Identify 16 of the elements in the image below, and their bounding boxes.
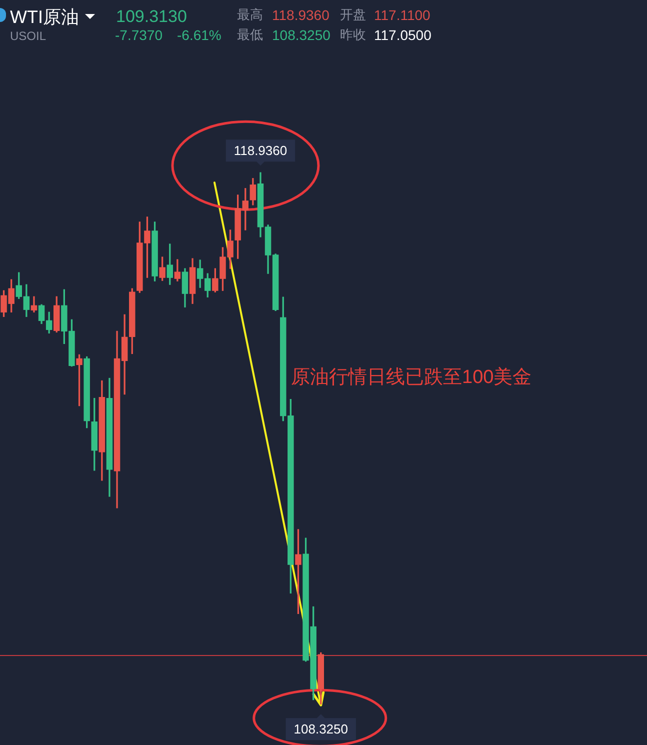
annotation: 原油行情日线已跌至100美金 <box>291 366 532 388</box>
text: 117.1100 <box>374 7 430 23</box>
text: 108.3250 <box>272 27 330 43</box>
text: 开盘 <box>340 7 366 22</box>
text: -7.7370 <box>115 27 162 43</box>
annotation: 108.3250 <box>294 722 348 737</box>
text: 昨收 <box>340 27 366 42</box>
text: -6.61% <box>177 27 222 43</box>
annotation: 118.9360 <box>234 143 288 158</box>
text: 109.3130 <box>116 7 187 26</box>
text: 最低 <box>237 27 263 42</box>
text: 最高 <box>237 7 263 22</box>
text: 117.0500 <box>374 27 432 43</box>
chart-title: WTI原油 <box>10 7 79 27</box>
chart-subtitle: USOIL <box>10 29 46 43</box>
text: 118.9360 <box>272 7 330 23</box>
